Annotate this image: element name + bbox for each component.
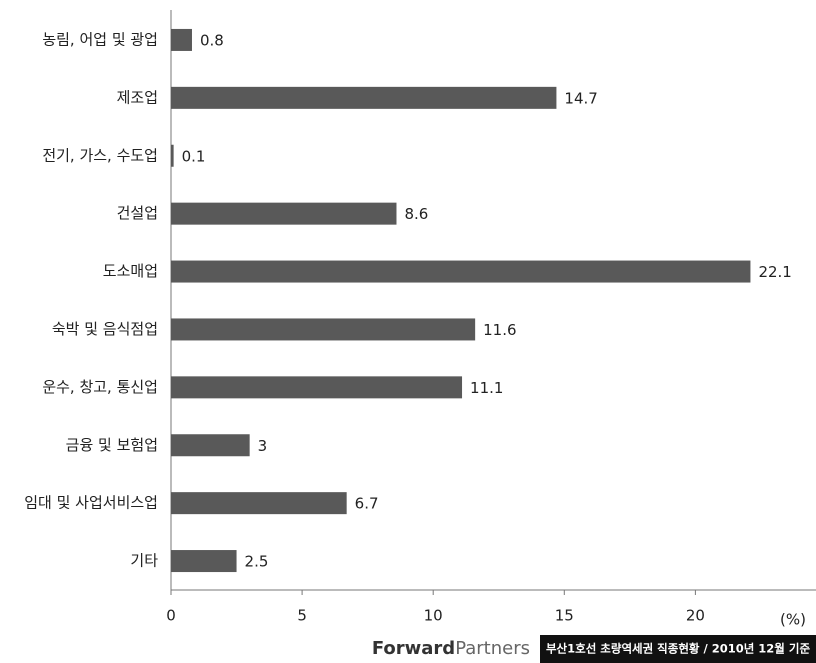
value-label: 3: [258, 437, 268, 455]
bar: [171, 202, 397, 225]
bar: [171, 376, 463, 399]
x-tick-label: 15: [555, 607, 574, 625]
y-tick-label: 임대 및 사업서비스업: [24, 494, 158, 512]
value-label: 6.7: [355, 495, 379, 513]
brand-bold: Forward: [372, 638, 455, 659]
bar: [171, 28, 192, 51]
y-tick-label: 기타: [130, 552, 158, 570]
y-tick-label: 농림, 어업 및 광업: [42, 30, 158, 48]
bar: [171, 492, 347, 515]
value-label: 8.6: [404, 205, 428, 223]
bar: [171, 550, 237, 573]
brand-light: Partners: [455, 638, 530, 659]
caption: 부산1호선 초량역세권 직종현황 / 2010년 12월 기준: [546, 642, 811, 656]
value-label: 22.1: [758, 263, 791, 281]
value-label: 2.5: [245, 553, 269, 571]
bar: [171, 318, 476, 341]
y-tick-label: 금융 및 보험업: [66, 436, 158, 454]
x-tick-label: 5: [297, 607, 307, 625]
bar: [171, 260, 751, 283]
value-label: 11.1: [470, 379, 503, 397]
value-label: 14.7: [564, 89, 597, 107]
brand-logo: ForwardPartners: [372, 638, 530, 659]
y-tick-label: 건설업: [117, 204, 158, 222]
bar: [171, 86, 557, 109]
y-tick-label: 전기, 가스, 수도업: [42, 146, 158, 164]
value-label: 0.8: [200, 31, 224, 49]
x-axis-unit: (%): [780, 611, 806, 629]
value-label: 11.6: [483, 321, 516, 339]
y-tick-label: 제조업: [117, 88, 158, 106]
y-tick-label: 도소매업: [103, 262, 158, 280]
x-tick-label: 20: [686, 607, 705, 625]
bar: [171, 144, 174, 167]
x-tick-label: 10: [424, 607, 443, 625]
y-tick-label: 운수, 창고, 통신업: [42, 378, 158, 396]
bar: [171, 434, 250, 457]
caption-box: [540, 635, 816, 663]
y-tick-label: 숙박 및 음식점업: [52, 320, 158, 338]
x-tick-label: 0: [166, 607, 176, 625]
value-label: 0.1: [182, 147, 206, 165]
